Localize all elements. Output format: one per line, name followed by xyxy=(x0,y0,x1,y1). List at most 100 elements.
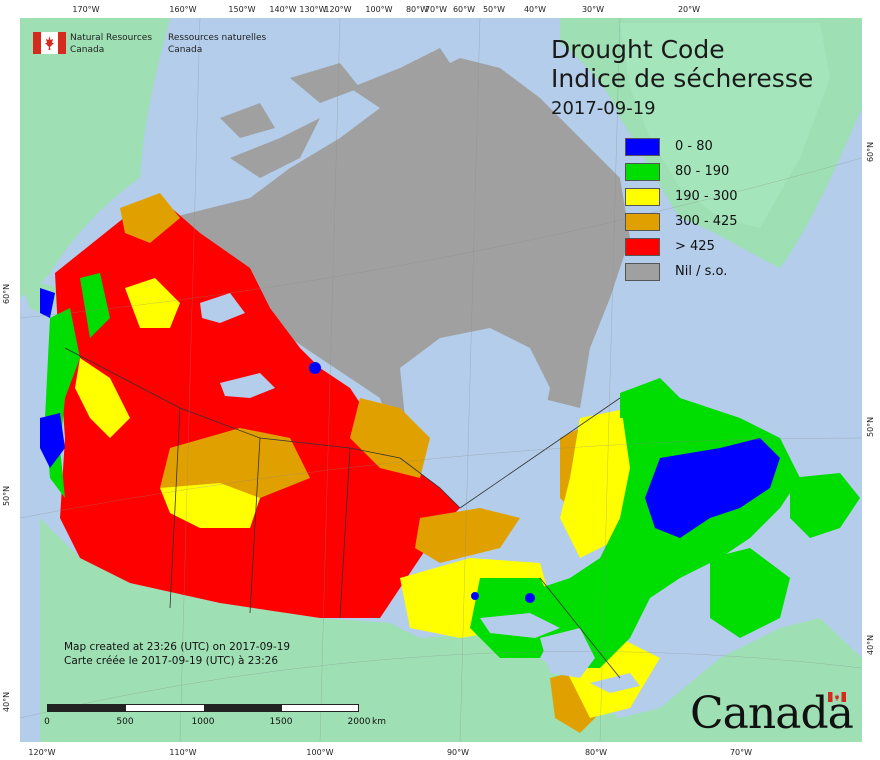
lon-tick-label: 50°W xyxy=(482,5,506,14)
legend-row: > 425 xyxy=(625,234,738,259)
legend: 0 - 80 80 - 190 190 - 300 300 - 425 > 425 Nil… xyxy=(625,134,738,284)
lon-tick-label: 110°W xyxy=(169,748,197,757)
alaska-landmass xyxy=(20,18,170,298)
dc-0-80-region xyxy=(309,362,321,374)
lon-tick-label: 120°W xyxy=(28,748,56,757)
lat-tick-label: 40°N xyxy=(866,634,875,655)
legend-row: Nil / s.o. xyxy=(625,259,738,284)
lon-tick-label: 100°W xyxy=(365,5,393,14)
legend-label: 80 - 190 xyxy=(675,164,730,179)
great-bear-lake xyxy=(200,293,245,323)
legend-row: 300 - 425 xyxy=(625,209,738,234)
lon-tick-label: 80°W xyxy=(584,748,608,757)
legend-row: 190 - 300 xyxy=(625,184,738,209)
title-date: 2017-09-19 xyxy=(551,98,656,119)
lon-tick-label: 40°W xyxy=(523,5,547,14)
dc-80-190-region xyxy=(790,473,860,538)
dc-80-190-region xyxy=(620,378,680,418)
lon-tick-label: 130°W xyxy=(299,5,327,14)
lat-tick-label: 50°N xyxy=(866,416,875,437)
lake-erie-ontario xyxy=(590,673,640,693)
legend-label: 190 - 300 xyxy=(675,189,738,204)
scale-label: 0 xyxy=(44,717,50,727)
dc-300-425-region xyxy=(120,193,180,243)
map-credit: Map created at 23:26 (UTC) on 2017-09-19… xyxy=(64,640,290,668)
legend-swatch xyxy=(625,212,660,231)
dc-0-80-region xyxy=(525,593,535,603)
graticule-lines xyxy=(20,18,862,742)
legend-swatch xyxy=(625,262,660,281)
dc-80-190-region xyxy=(710,548,790,638)
scale-label: 2000 xyxy=(347,717,371,727)
scale-label: 500 xyxy=(116,717,134,727)
scale-label: 1000 xyxy=(191,717,215,727)
lon-tick-label: 70°W xyxy=(729,748,753,757)
wordmark-flag-icon xyxy=(828,692,846,702)
org-name-fr-line1: Ressources naturelles xyxy=(168,33,267,43)
credit-fr: Carte créée le 2017-09-19 (UTC) à 23:26 xyxy=(64,655,279,667)
legend-swatch xyxy=(625,237,660,256)
dc-190-300-region xyxy=(75,358,130,438)
org-name-en-line2: Canada xyxy=(70,45,105,55)
legend-label: 300 - 425 xyxy=(675,214,738,229)
legend-row: 80 - 190 xyxy=(625,159,738,184)
title-fr: Indice de sécheresse xyxy=(551,64,814,93)
legend-label: > 425 xyxy=(675,239,715,254)
provincial-boundaries xyxy=(64,347,621,679)
dc-190-300-region xyxy=(125,278,180,328)
dc-0-80-region xyxy=(645,438,780,538)
nil-region xyxy=(350,48,460,108)
org-name-fr-line2: Canada xyxy=(168,45,203,55)
scale-unit: km xyxy=(372,717,386,727)
lon-tick-label: 90°W xyxy=(446,748,470,757)
org-name-en-line1: Natural Resources xyxy=(70,33,153,43)
lon-tick-label: 30°W xyxy=(581,5,605,14)
scale-bar: 0 500 1000 1500 2000 km xyxy=(44,704,386,727)
dc-0-80-region xyxy=(40,413,65,468)
lat-tick-label: 40°N xyxy=(2,691,11,712)
lon-tick-label: 100°W xyxy=(306,748,334,757)
canada-flag-icon xyxy=(33,32,66,54)
lat-tick-label: 50°N xyxy=(2,485,11,506)
legend-label: 0 - 80 xyxy=(675,139,713,154)
lon-tick-label: 140°W xyxy=(269,5,297,14)
scale-bar-segment xyxy=(48,705,126,711)
org-name-en: Natural Resources Canada xyxy=(70,32,152,56)
legend-swatch xyxy=(625,162,660,181)
scale-bar-segment xyxy=(204,705,282,711)
lon-tick-label: 20°W xyxy=(677,5,701,14)
legend-row: 0 - 80 xyxy=(625,134,738,159)
lon-tick-label: 60°W xyxy=(452,5,476,14)
credit-en: Map created at 23:26 (UTC) on 2017-09-19 xyxy=(64,641,291,653)
canada-wordmark: Canada xyxy=(690,688,854,739)
lon-tick-label: 170°W xyxy=(72,5,100,14)
title-en: Drought Code xyxy=(551,35,725,64)
scale-bar-track xyxy=(47,704,359,712)
lon-tick-label: 120°W xyxy=(324,5,352,14)
legend-swatch xyxy=(625,137,660,156)
lon-tick-label: 150°W xyxy=(228,5,256,14)
great-slave-lake xyxy=(220,373,275,398)
dc-300-425-region xyxy=(160,428,310,498)
hudson-bay xyxy=(400,328,550,468)
dc-0-80-region xyxy=(471,592,479,600)
lat-tick-label: 60°N xyxy=(866,141,875,162)
greenland-interior xyxy=(620,23,830,228)
dc-300-425-region xyxy=(350,398,430,478)
legend-label: Nil / s.o. xyxy=(675,264,728,279)
lon-tick-label: 80°W xyxy=(405,5,429,14)
lon-tick-label: 70°W xyxy=(424,5,448,14)
dc-190-300-region xyxy=(160,483,260,528)
map-title: Drought Code Indice de sécheresse 2017-0… xyxy=(551,35,813,123)
nil-region xyxy=(290,63,360,103)
dc-80-190-region xyxy=(80,273,110,338)
scale-label: 1500 xyxy=(269,717,293,727)
legend-swatch xyxy=(625,187,660,206)
org-name-fr: Ressources naturelles Canada xyxy=(168,32,266,56)
map-canvas xyxy=(20,18,862,742)
dc-0-80-region xyxy=(40,288,55,318)
lake-huron-michigan xyxy=(540,628,595,678)
usa-landmass xyxy=(40,518,862,742)
drought-code-map xyxy=(20,18,862,742)
